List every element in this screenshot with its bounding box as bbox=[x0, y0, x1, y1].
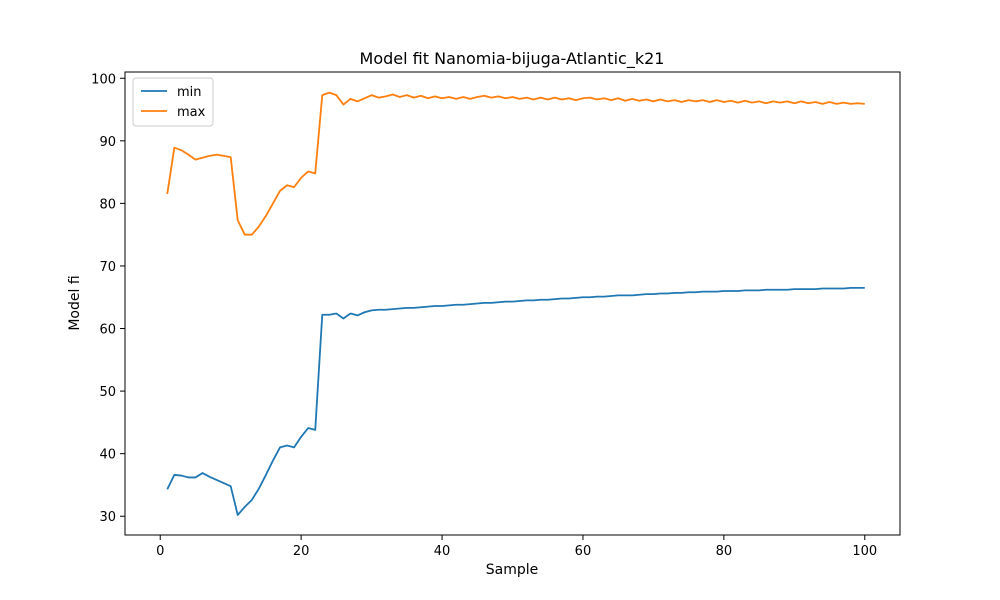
y-axis: 30 40 50 60 70 80 90 100 bbox=[91, 72, 125, 525]
x-axis: 0 20 40 60 80 100 bbox=[156, 535, 877, 559]
series-line-min bbox=[166, 286, 865, 516]
series-line-max bbox=[166, 91, 865, 236]
x-tick-label: 40 bbox=[434, 544, 451, 559]
chart-title: Model fit Nanomia-bijuga-Atlantic_k21 bbox=[360, 49, 665, 69]
legend-box bbox=[132, 77, 214, 127]
y-tick-label: 60 bbox=[99, 323, 116, 338]
x-tick-label: 100 bbox=[852, 544, 877, 559]
x-axis-label: Sample bbox=[486, 562, 539, 578]
y-tick-label: 100 bbox=[91, 72, 116, 87]
plot-frame bbox=[124, 71, 901, 536]
y-tick-label: 30 bbox=[99, 510, 116, 525]
x-tick-label: 0 bbox=[156, 544, 164, 559]
legend: min max bbox=[132, 77, 214, 127]
x-tick-label: 60 bbox=[575, 544, 592, 559]
y-tick-label: 40 bbox=[99, 448, 116, 463]
y-axis-label: Model fi bbox=[67, 275, 83, 330]
legend-label-min: min bbox=[177, 85, 202, 100]
x-tick-label: 20 bbox=[293, 544, 310, 559]
y-tick-label: 50 bbox=[99, 385, 116, 400]
x-tick-label: 80 bbox=[716, 544, 733, 559]
legend-label-max: max bbox=[177, 105, 206, 120]
y-tick-label: 70 bbox=[99, 260, 116, 275]
y-tick-label: 80 bbox=[99, 197, 116, 212]
plot-area bbox=[166, 91, 865, 516]
y-tick-label: 90 bbox=[99, 135, 116, 150]
